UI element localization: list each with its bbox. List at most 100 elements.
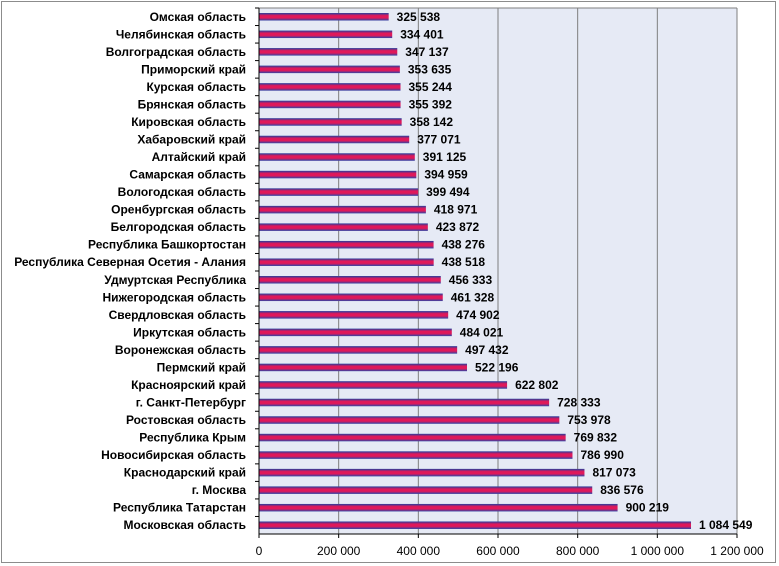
bar [259, 398, 550, 407]
axes [255, 7, 738, 538]
data-label: 358 142 [410, 115, 454, 129]
category-label: Нижегородская область [102, 290, 246, 304]
category-label: Курская область [146, 80, 246, 94]
bar [259, 13, 389, 21]
bar [259, 293, 443, 302]
data-label: 334 401 [400, 27, 444, 41]
bars [259, 13, 692, 529]
x-tick-label: 400 000 [397, 544, 441, 558]
category-label: г. Москва [192, 483, 247, 497]
data-label: 786 990 [580, 448, 624, 462]
x-tick-label: 200 000 [317, 544, 361, 558]
data-label: 418 971 [434, 203, 478, 217]
data-label: 347 137 [405, 45, 449, 59]
data-label: 753 978 [567, 413, 611, 427]
bar [259, 381, 508, 389]
category-label: Московская область [124, 518, 246, 532]
bar [259, 328, 452, 337]
bar [259, 416, 560, 424]
category-label: Краснодарский край [124, 466, 246, 480]
data-label: 622 802 [515, 378, 559, 392]
bar [259, 170, 417, 179]
category-label: Республика Татарстан [113, 501, 246, 515]
data-label: 1 084 549 [699, 518, 753, 532]
category-label: Челябинская область [116, 27, 246, 41]
bar [259, 433, 566, 442]
bar [259, 346, 458, 354]
bar [259, 65, 400, 74]
bar [259, 188, 419, 196]
data-label: 355 244 [409, 80, 453, 94]
x-tick-label: 600 000 [476, 544, 520, 558]
bar [259, 83, 401, 91]
data-label: 399 494 [426, 185, 470, 199]
bar [259, 223, 428, 231]
category-label: Брянская область [138, 97, 246, 111]
bar [259, 311, 449, 319]
category-label: Удмуртская Республика [104, 273, 246, 287]
gridlines [338, 8, 738, 534]
bar [259, 258, 434, 266]
category-label: Волгоградская область [106, 45, 246, 59]
category-label: Новосибирская область [101, 448, 246, 462]
bar [259, 503, 618, 512]
bar [259, 205, 426, 214]
category-label: Омская область [150, 10, 246, 24]
category-label: Хабаровский край [137, 133, 246, 147]
category-label: Пермский край [157, 360, 246, 374]
data-label: 522 196 [475, 360, 519, 374]
category-label: Республика Северная Осетия - Алания [14, 255, 246, 269]
data-label: 438 518 [442, 255, 486, 269]
bar [259, 100, 401, 109]
bar [259, 486, 593, 494]
category-label: Алтайский край [152, 150, 246, 164]
data-label: 438 276 [442, 238, 486, 252]
data-label: 325 538 [397, 10, 441, 24]
bar [259, 48, 398, 56]
category-label: Вологодская область [118, 185, 246, 199]
data-label: 423 872 [436, 220, 480, 234]
bar [259, 135, 410, 144]
bar [259, 521, 692, 529]
x-tick-label: 1 000 000 [631, 544, 685, 558]
category-label: Свердловская область [109, 308, 246, 322]
category-label: Оренбургская область [111, 203, 246, 217]
data-label: 817 073 [592, 466, 636, 480]
category-label: Самарская область [129, 168, 246, 182]
data-label: 497 432 [465, 343, 509, 357]
category-label: Белгородская область [111, 220, 246, 234]
data-label: 769 832 [574, 431, 618, 445]
x-tick-label: 0 [256, 544, 263, 558]
data-label: 353 635 [408, 62, 452, 76]
category-label: Республика Башкортостан [88, 238, 246, 252]
bar [259, 30, 393, 39]
category-label: Приморский край [141, 62, 246, 76]
category-label: Ростовская область [126, 413, 246, 427]
data-label: 461 328 [451, 290, 495, 304]
bar [259, 118, 402, 126]
bar [259, 363, 468, 372]
labels: 0 200 000 400 000 600 000 800 000 1 000 000 1 … [14, 10, 764, 558]
data-label: 484 021 [460, 325, 504, 339]
category-label: Красноярский край [131, 378, 246, 392]
bar [259, 468, 585, 477]
data-label: 391 125 [423, 150, 467, 164]
data-label: 377 071 [417, 133, 461, 147]
category-label: Иркутская область [133, 325, 246, 339]
data-label: 355 392 [409, 97, 453, 111]
data-label: 394 959 [424, 168, 468, 182]
category-label: г. Санкт-Петербург [136, 396, 246, 410]
bar [259, 276, 441, 284]
data-label: 474 902 [456, 308, 500, 322]
bar [259, 451, 573, 459]
data-label: 456 333 [449, 273, 493, 287]
bar [259, 240, 434, 249]
data-label: 728 333 [557, 396, 601, 410]
category-label: Республика Крым [139, 431, 246, 445]
category-label: Кировская область [131, 115, 246, 129]
data-label: 900 219 [626, 501, 670, 515]
category-label: Воронежская область [115, 343, 246, 357]
data-label: 836 576 [600, 483, 644, 497]
